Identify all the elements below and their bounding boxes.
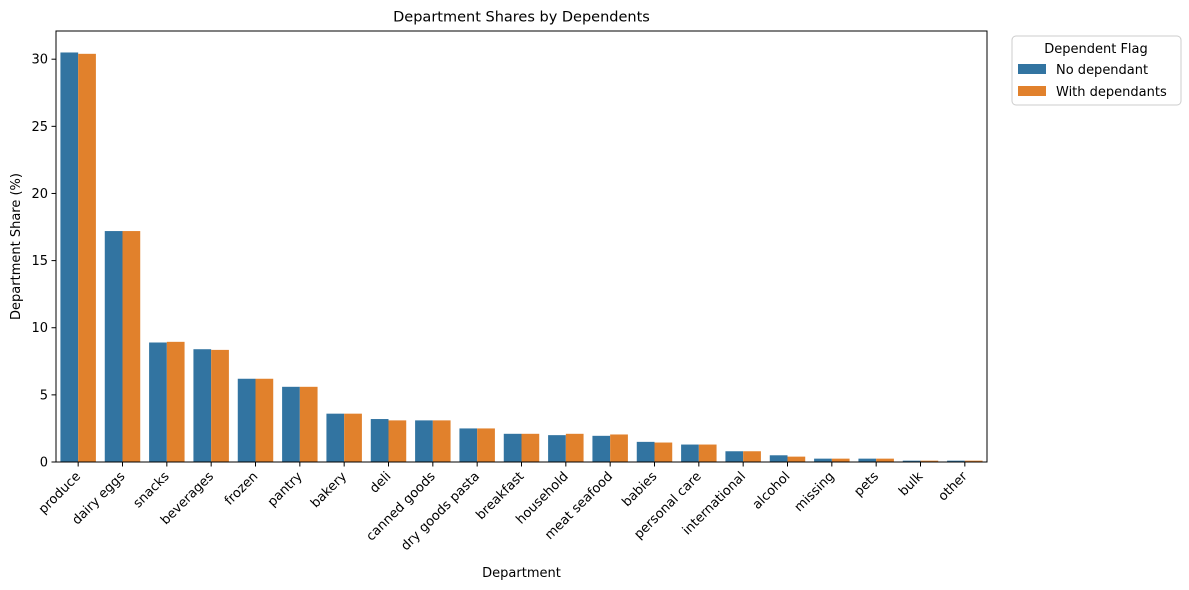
y-tick-label: 10 bbox=[31, 321, 48, 336]
bar-missing-no-dependant bbox=[814, 458, 832, 462]
bar-dairy-eggs-no-dependant bbox=[104, 231, 123, 462]
x-tick-label-missing: missing bbox=[792, 469, 838, 515]
y-tick-label: 0 bbox=[40, 456, 48, 471]
bar-missing-with-dependants bbox=[831, 458, 850, 462]
bar-alcohol-with-dependants bbox=[787, 456, 806, 462]
x-tick-label-bakery: bakery bbox=[308, 469, 350, 511]
bar-frozen-no-dependant bbox=[237, 378, 256, 462]
bar-bakery-no-dependant bbox=[326, 413, 345, 462]
x-tick-label-pantry: pantry bbox=[265, 469, 306, 510]
bar-snacks-with-dependants bbox=[166, 341, 185, 462]
y-axis-label: Department Share (%) bbox=[9, 173, 24, 320]
bar-pantry-with-dependants bbox=[299, 386, 318, 462]
bar-produce-no-dependant bbox=[60, 52, 79, 463]
legend-label-with-dependants: With dependants bbox=[1056, 85, 1167, 100]
bar-frozen-with-dependants bbox=[255, 378, 274, 462]
x-tick-label-snacks: snacks bbox=[131, 469, 173, 511]
x-tick-label-babies: babies bbox=[619, 469, 660, 510]
x-tick-label-frozen: frozen bbox=[222, 469, 261, 508]
bar-dry-goods-pasta-no-dependant bbox=[459, 428, 478, 462]
bar-household-no-dependant bbox=[548, 435, 566, 462]
x-tick-label-bulk: bulk bbox=[896, 469, 926, 499]
bar-canned-goods-with-dependants bbox=[432, 420, 451, 462]
bar-breakfast-with-dependants bbox=[521, 433, 540, 462]
bar-pets-no-dependant bbox=[858, 458, 877, 462]
bar-bulk-no-dependant bbox=[902, 460, 921, 462]
x-tick-label-dry-goods-pasta: dry goods pasta bbox=[398, 469, 483, 554]
bar-produce-with-dependants bbox=[78, 53, 96, 462]
x-tick-label-other: other bbox=[936, 469, 972, 505]
bar-personal-care-with-dependants bbox=[698, 444, 717, 462]
bar-dry-goods-pasta-with-dependants bbox=[477, 428, 495, 462]
bar-deli-no-dependant bbox=[370, 419, 389, 462]
bar-beverages-with-dependants bbox=[211, 349, 229, 462]
y-axis: 0 5 10 15 20 25 30 bbox=[31, 53, 56, 471]
bar-breakfast-no-dependant bbox=[503, 433, 522, 462]
y-tick-label: 25 bbox=[31, 120, 48, 135]
y-tick-label: 20 bbox=[31, 187, 48, 202]
bar-pantry-no-dependant bbox=[282, 386, 300, 462]
bar-household-with-dependants bbox=[565, 433, 584, 462]
x-axis-label: Department bbox=[482, 566, 561, 581]
bar-snacks-no-dependant bbox=[149, 342, 167, 462]
bar-pets-with-dependants bbox=[876, 458, 894, 462]
bar-bakery-with-dependants bbox=[344, 413, 362, 462]
bar-dairy-eggs-with-dependants bbox=[122, 231, 141, 462]
x-tick-label-pets: pets bbox=[852, 469, 883, 500]
legend-swatch-with-dependants bbox=[1018, 86, 1046, 96]
y-tick-label: 15 bbox=[31, 254, 48, 269]
plot-frame bbox=[55, 30, 988, 463]
bar-babies-no-dependant bbox=[636, 441, 655, 462]
bar-deli-with-dependants bbox=[388, 420, 407, 462]
bar-personal-care-no-dependant bbox=[681, 444, 699, 462]
legend-title: Dependent Flag bbox=[1044, 42, 1148, 57]
bar-international-no-dependant bbox=[725, 451, 744, 462]
bar-beverages-no-dependant bbox=[193, 349, 212, 462]
chart-title: Department Shares by Dependents bbox=[393, 10, 650, 26]
bar-alcohol-no-dependant bbox=[769, 455, 788, 462]
bar-meat-seafood-with-dependants bbox=[610, 434, 628, 462]
legend-label-no-dependant: No dependant bbox=[1056, 63, 1148, 78]
bar-canned-goods-no-dependant bbox=[415, 420, 433, 462]
y-tick-label: 5 bbox=[40, 388, 48, 403]
bar-international-with-dependants bbox=[743, 451, 761, 462]
x-tick-label-alcohol: alcohol bbox=[750, 469, 793, 512]
x-tick-label-deli: deli bbox=[367, 469, 394, 496]
legend-swatch-no-dependant bbox=[1018, 64, 1046, 74]
legend-box bbox=[1011, 35, 1182, 106]
bar-other-no-dependant bbox=[947, 460, 965, 462]
bars bbox=[60, 52, 983, 463]
bar-babies-with-dependants bbox=[654, 442, 673, 462]
legend: Dependent Flag No dependant With dependa… bbox=[1011, 35, 1182, 106]
bar-other-with-dependants bbox=[964, 460, 983, 462]
y-tick-label: 30 bbox=[31, 53, 48, 68]
bar-bulk-with-dependants bbox=[920, 460, 939, 462]
bar-meat-seafood-no-dependant bbox=[592, 435, 611, 462]
